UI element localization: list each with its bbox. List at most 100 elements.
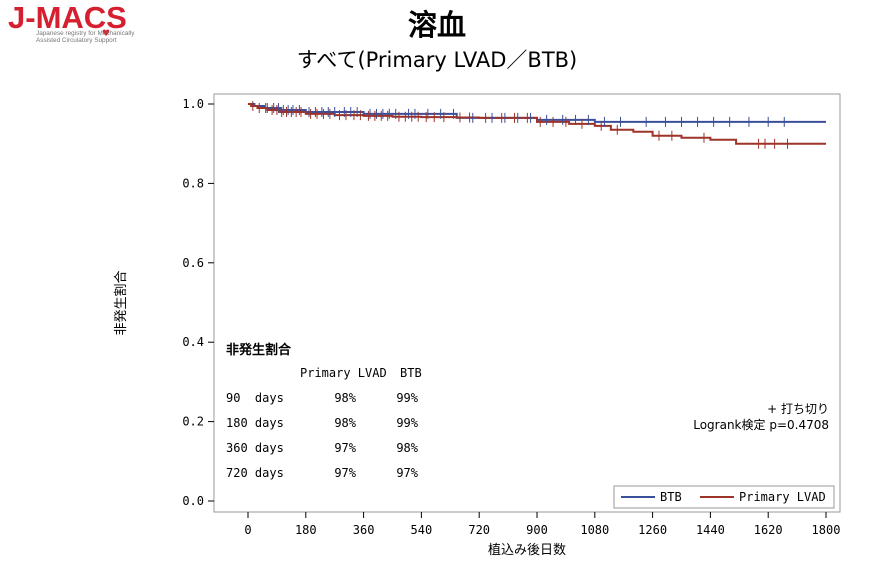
censor-mark-primary-lvad xyxy=(456,112,463,123)
y-axis-label: 非発生割合 xyxy=(113,270,129,335)
censor-mark-primary-lvad xyxy=(700,132,707,143)
x-tick-label: 360 xyxy=(353,523,375,537)
censor-mark-primary-lvad xyxy=(326,108,333,119)
censor-mark-primary-lvad xyxy=(273,104,280,115)
table-header-cell: BTB xyxy=(400,366,422,380)
table-cell-lvad: 97% xyxy=(334,441,356,455)
logo-text: J-MACS xyxy=(8,0,127,35)
censor-mark-primary-lvad xyxy=(320,108,327,119)
censor-mark-primary-lvad xyxy=(440,112,447,123)
table-cell-btb: 98% xyxy=(396,441,418,455)
table-row-label: 90 days xyxy=(226,391,284,405)
censor-mark-primary-lvad xyxy=(357,110,364,121)
logrank-annotation: Logrank検定 p=0.4708 xyxy=(693,417,829,432)
censor-mark-btb xyxy=(411,108,418,119)
legend-label-btb: BTB xyxy=(660,490,682,504)
censor-mark-primary-lvad xyxy=(256,102,263,113)
x-tick-label: 1620 xyxy=(754,523,783,537)
censor-mark-btb xyxy=(585,114,592,125)
censor-mark-btb xyxy=(678,116,685,127)
censor-mark-btb xyxy=(543,114,550,125)
censor-mark-primary-lvad xyxy=(598,120,605,131)
censor-mark-primary-lvad xyxy=(498,112,505,123)
censor-mark-primary-lvad xyxy=(365,110,372,121)
censor-mark-primary-lvad xyxy=(249,100,256,111)
x-tick-label: 720 xyxy=(468,523,490,537)
logo-subtitle-line2: Assisted Circulatory Support xyxy=(36,37,117,44)
y-tick-label: 0.0 xyxy=(182,494,204,508)
censor-mark-primary-lvad xyxy=(524,112,531,123)
censor-mark-btb xyxy=(726,116,733,127)
censor-mark-btb xyxy=(559,114,566,125)
jmacs-logo: J-MACS ♥ Japanese registry for Mechanica… xyxy=(8,0,148,50)
censor-mark-primary-lvad xyxy=(668,130,675,141)
censor-mark-primary-lvad xyxy=(771,138,778,149)
table-title: 非発生割合 xyxy=(226,342,292,358)
y-tick-label: 1.0 xyxy=(182,97,204,111)
censor-mark-primary-lvad xyxy=(578,118,585,129)
censor-mark-primary-lvad xyxy=(350,110,357,121)
x-tick-label: 1080 xyxy=(580,523,609,537)
censor-mark-btb xyxy=(694,116,701,127)
censor-mark-btb xyxy=(765,116,772,127)
censor-mark-primary-lvad xyxy=(423,112,430,123)
censor-mark-primary-lvad xyxy=(537,116,544,127)
table-row-label: 180 days xyxy=(226,416,284,430)
censor-mark-primary-lvad xyxy=(415,111,422,122)
censor-mark-primary-lvad xyxy=(482,112,489,123)
y-tick-label: 0.6 xyxy=(182,256,204,270)
censor-mark-btb xyxy=(450,108,457,119)
x-tick-label: 540 xyxy=(411,523,433,537)
censor-mark-primary-lvad xyxy=(402,111,409,122)
censor-mark-btb xyxy=(662,116,669,127)
censor-mark-btb xyxy=(572,114,579,125)
censor-mark-primary-lvad xyxy=(550,116,557,127)
table-cell-lvad: 97% xyxy=(334,466,356,480)
censor-mark-primary-lvad xyxy=(511,112,518,123)
censor-mark-primary-lvad xyxy=(262,102,269,113)
logo-subtitle-line1: Japanese registry for Mechanically xyxy=(36,30,135,37)
censor-mark-primary-lvad xyxy=(336,110,343,121)
censor-mark-primary-lvad xyxy=(562,116,569,127)
censor-mark-primary-lvad xyxy=(761,138,768,149)
censor-annotation: + 打ち切り xyxy=(767,402,829,416)
table-cell-btb: 99% xyxy=(396,391,418,405)
table-cell-btb: 97% xyxy=(396,466,418,480)
y-tick-label: 0.2 xyxy=(182,415,204,429)
censor-mark-btb xyxy=(489,112,496,123)
censor-mark-btb xyxy=(643,116,650,127)
censor-mark-primary-lvad xyxy=(371,110,378,121)
censor-mark-btb xyxy=(710,116,717,127)
logo-subtitle: Japanese registry for Mechanically Assis… xyxy=(36,30,156,44)
x-axis-label: 植込み後日数 xyxy=(488,543,566,558)
censor-mark-btb xyxy=(781,116,788,127)
censor-mark-btb xyxy=(601,116,608,127)
censor-mark-btb xyxy=(405,108,412,119)
table-header-cell: Primary LVAD xyxy=(300,366,387,380)
table-row-label: 720 days xyxy=(226,466,284,480)
censor-mark-btb xyxy=(347,106,354,117)
table-cell-lvad: 98% xyxy=(334,391,356,405)
censor-mark-primary-lvad xyxy=(342,110,349,121)
censor-mark-primary-lvad xyxy=(466,112,473,123)
table-cell-lvad: 98% xyxy=(334,416,356,430)
censor-mark-primary-lvad xyxy=(408,111,415,122)
page-title: 溶血 xyxy=(407,8,466,42)
y-tick-label: 0.4 xyxy=(182,335,204,349)
x-tick-label: 180 xyxy=(295,523,317,537)
legend-label-primary-lvad: Primary LVAD xyxy=(739,490,826,504)
censor-mark-primary-lvad xyxy=(314,108,321,119)
censor-mark-btb xyxy=(745,116,752,127)
censor-mark-primary-lvad xyxy=(384,110,391,121)
page-subtitle: すべて(Primary LVAD／BTB) xyxy=(296,48,578,72)
x-tick-label: 0 xyxy=(244,523,251,537)
censor-mark-primary-lvad xyxy=(656,130,663,141)
censor-mark-btb xyxy=(354,106,361,117)
plot-frame xyxy=(213,93,841,513)
censor-mark-primary-lvad xyxy=(297,106,304,117)
censor-mark-btb xyxy=(617,116,624,127)
table-row-label: 360 days xyxy=(226,441,284,455)
censor-mark-btb xyxy=(331,106,338,117)
censor-mark-primary-lvad xyxy=(378,110,385,121)
